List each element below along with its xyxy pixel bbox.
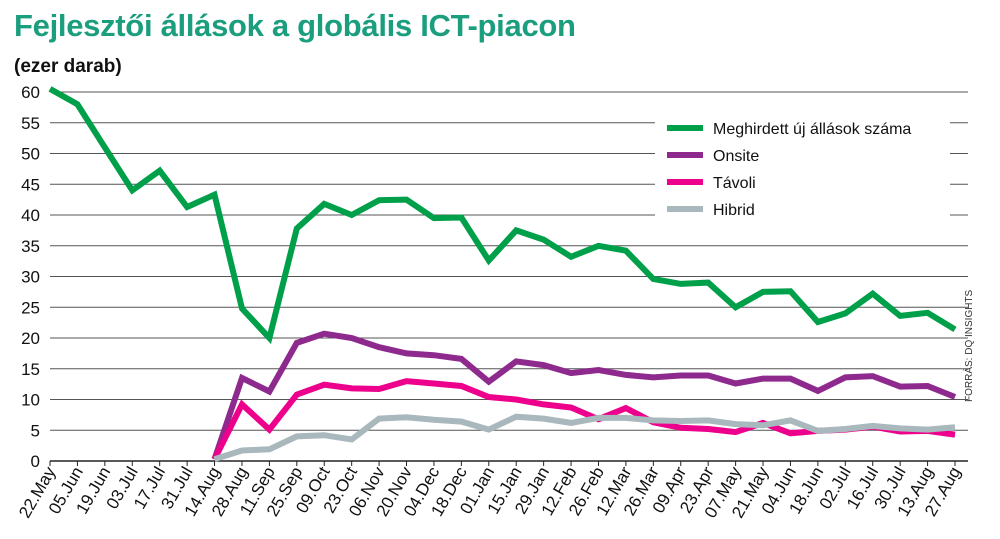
legend-label: Távoli [713,175,756,192]
y-tick-label: 0 [31,452,40,471]
y-tick-label: 30 [21,268,40,287]
chart-subtitle: (ezer darab) [14,56,122,77]
legend-box [655,108,950,233]
y-tick-label: 10 [21,391,40,410]
y-tick-label: 20 [21,329,40,348]
series-line [213,413,956,463]
y-tick-label: 35 [21,237,40,256]
legend-label: Onsite [713,148,759,165]
y-tick-label: 45 [21,175,40,194]
y-tick-label: 40 [21,206,40,225]
x-axis-ticks: 22.May05.Jun19.Jun03.Jul17.Jul31.Jul14.A… [15,461,964,521]
y-tick-label: 50 [21,145,40,164]
y-tick-label: 25 [21,298,40,317]
series-line [211,330,957,461]
y-tick-label: 60 [21,83,40,102]
chart-title: Fejlesztői állások a globális ICT-piacon [14,8,576,43]
series-lines [48,86,957,463]
y-tick-label: 5 [31,421,40,440]
legend: Meghirdett új állások száma Onsite Távoli H… [655,108,950,233]
y-axis-ticks: 0 5 10 15 20 25 30 35 40 45 50 55 60 [21,83,40,471]
y-tick-label: 55 [21,114,40,133]
y-tick-label: 15 [21,360,40,379]
legend-label: Meghirdett új állások száma [713,121,911,138]
series-line [48,86,957,345]
legend-label: Hibrid [713,202,755,219]
